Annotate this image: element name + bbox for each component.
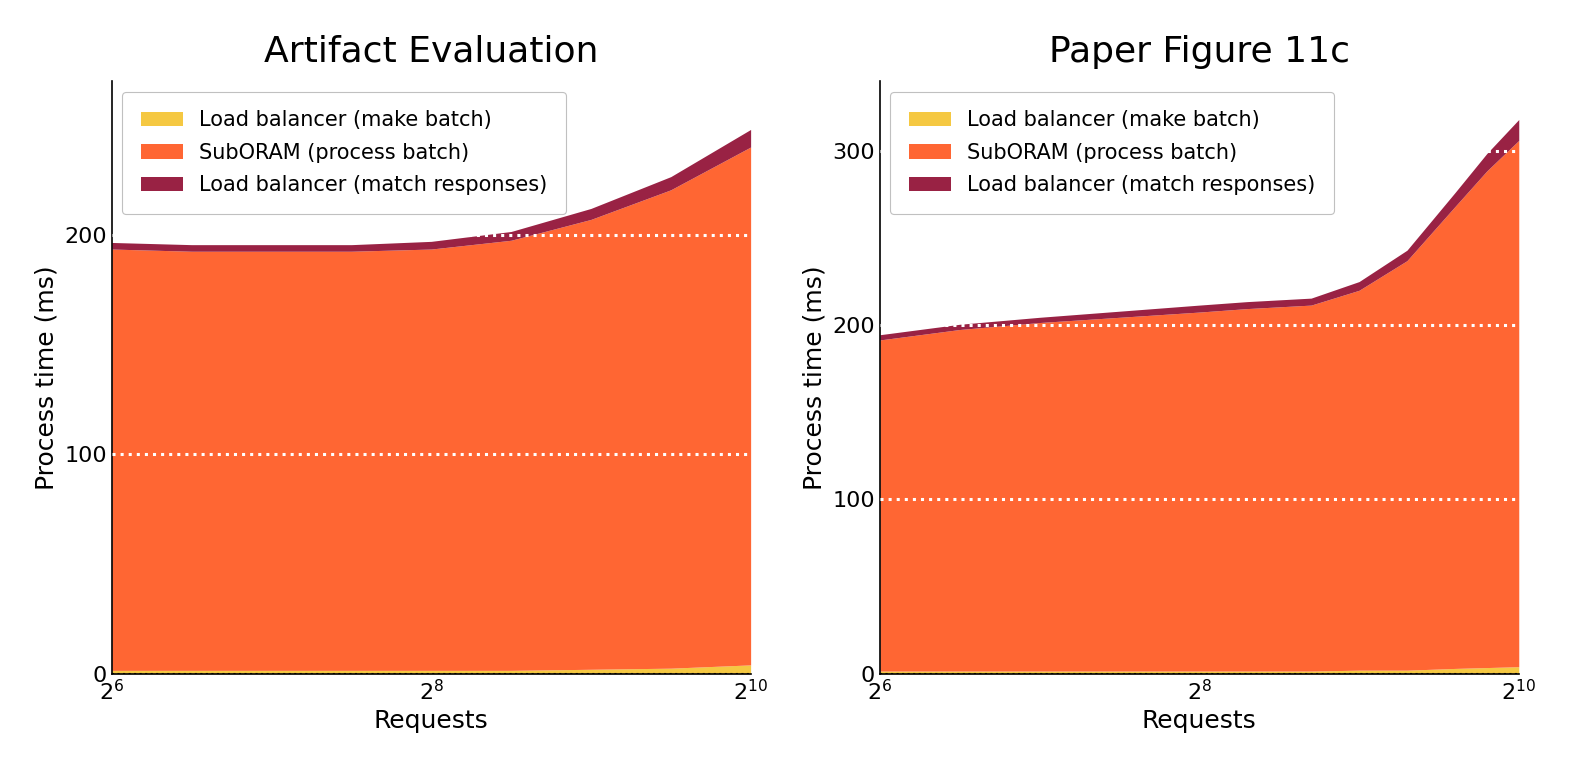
X-axis label: Requests: Requests bbox=[1142, 710, 1257, 733]
Title: Artifact Evaluation: Artifact Evaluation bbox=[264, 35, 599, 68]
Legend: Load balancer (make batch), SubORAM (process batch), Load balancer (match respon: Load balancer (make batch), SubORAM (pro… bbox=[891, 91, 1334, 214]
Y-axis label: Process time (ms): Process time (ms) bbox=[35, 265, 58, 490]
Y-axis label: Process time (ms): Process time (ms) bbox=[803, 265, 826, 490]
X-axis label: Requests: Requests bbox=[374, 710, 489, 733]
Title: Paper Figure 11c: Paper Figure 11c bbox=[1049, 35, 1349, 68]
Legend: Load balancer (make batch), SubORAM (process batch), Load balancer (match respon: Load balancer (make batch), SubORAM (pro… bbox=[123, 91, 566, 214]
